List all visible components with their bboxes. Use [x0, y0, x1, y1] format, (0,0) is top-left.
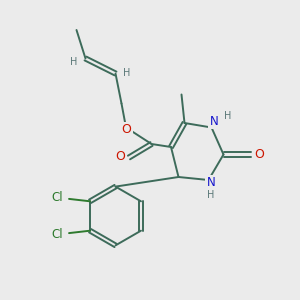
Text: H: H — [123, 68, 130, 79]
Text: N: N — [209, 115, 218, 128]
Text: H: H — [207, 190, 214, 200]
Text: H: H — [224, 111, 232, 121]
Text: O: O — [116, 149, 125, 163]
Text: N: N — [206, 176, 215, 190]
Text: O: O — [255, 148, 264, 161]
Text: O: O — [122, 123, 131, 136]
Text: Cl: Cl — [52, 191, 64, 204]
Text: Cl: Cl — [52, 228, 64, 241]
Text: H: H — [70, 57, 78, 67]
